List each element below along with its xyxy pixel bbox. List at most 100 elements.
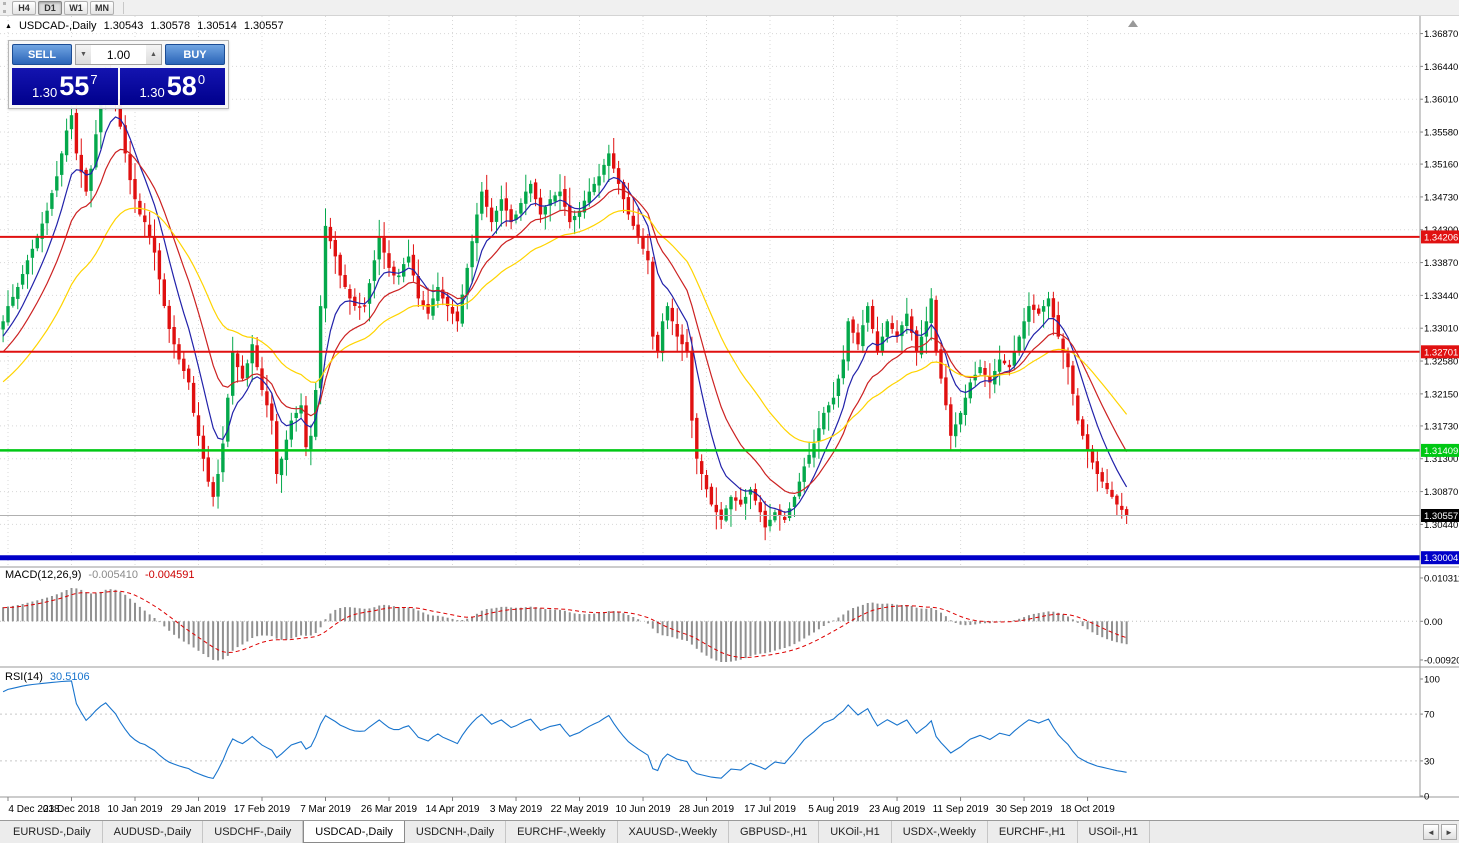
svg-text:1.30004: 1.30004 [1424, 553, 1458, 564]
chart-shift-marker-icon[interactable] [1128, 20, 1138, 27]
svg-text:0.010311: 0.010311 [1424, 573, 1459, 584]
period-button-mn[interactable]: MN [90, 0, 114, 15]
tab-scroll-arrows: ◄ ► [1423, 824, 1457, 840]
current-price-tag: 1.30557 [1421, 509, 1459, 522]
svg-text:1.35160: 1.35160 [1424, 160, 1458, 171]
svg-text:28 Jun 2019: 28 Jun 2019 [679, 804, 734, 815]
rsi-label: RSI(14) [5, 671, 43, 683]
period-button-w1[interactable]: W1 [64, 0, 88, 15]
chart-tab-usoil-h1[interactable]: USOil-,H1 [1078, 821, 1151, 843]
svg-text:1.35580: 1.35580 [1424, 128, 1458, 139]
svg-text:100: 100 [1424, 675, 1440, 686]
svg-text:1.31409: 1.31409 [1424, 446, 1458, 457]
period-button-d1[interactable]: D1 [38, 0, 62, 15]
chart-tab-gbpusd-h1[interactable]: GBPUSD-,H1 [729, 821, 820, 843]
volume-down-button[interactable]: ▼ [76, 45, 91, 64]
chart-tabs-bar: EURUSD-,Daily AUDUSD-,Daily USDCHF-,Daily U… [0, 820, 1459, 843]
svg-text:1.36870: 1.36870 [1424, 29, 1458, 40]
chart-tab-xauusd-weekly[interactable]: XAUUSD-,Weekly [618, 821, 729, 843]
svg-text:1.33870: 1.33870 [1424, 258, 1458, 269]
svg-text:1.32580: 1.32580 [1424, 357, 1458, 368]
grid [0, 16, 1420, 566]
rsi-value: 30.5106 [50, 671, 90, 683]
chart-tab-usdcnh-daily[interactable]: USDCNH-,Daily [405, 821, 507, 843]
price-chart[interactable]: 1.36870 1.36440 1.36010 1.35580 1.35160 1.347… [0, 16, 1459, 820]
svg-text:1.32701: 1.32701 [1424, 347, 1458, 358]
svg-text:17 Jul 2019: 17 Jul 2019 [744, 804, 796, 815]
svg-text:17 Feb 2019: 17 Feb 2019 [234, 804, 291, 815]
svg-text:4 Dec 2018: 4 Dec 2018 [8, 804, 60, 815]
bid-prefix: 1.30 [31, 85, 58, 100]
svg-text:18 Oct 2019: 18 Oct 2019 [1060, 804, 1115, 815]
svg-text:70: 70 [1424, 710, 1435, 721]
chart-tab-usdchf-daily[interactable]: USDCHF-,Daily [203, 821, 304, 843]
price-axis[interactable]: 1.36870 1.36440 1.36010 1.35580 1.35160 1.347… [1420, 29, 1459, 803]
tab-scroll-right-icon[interactable]: ► [1441, 824, 1457, 840]
svg-text:5 Aug 2019: 5 Aug 2019 [808, 804, 859, 815]
bid-big-digits: 55 [59, 71, 90, 101]
chart-tabs: EURUSD-,Daily AUDUSD-,Daily USDCHF-,Daily U… [0, 821, 1459, 843]
toolbar-separator [123, 1, 124, 14]
chart-tab-eurusd-daily[interactable]: EURUSD-,Daily [2, 821, 103, 843]
svg-text:10 Jun 2019: 10 Jun 2019 [616, 804, 671, 815]
svg-text:-0.00920: -0.00920 [1424, 655, 1459, 666]
ohlc-close: 1.30557 [243, 20, 284, 32]
volume-up-button[interactable]: ▲ [146, 45, 161, 64]
chart-symbol-period: USDCAD-,Daily [18, 20, 97, 32]
chart-tab-ukoil-h1[interactable]: UKOil-,H1 [819, 821, 892, 843]
period-toolbar: H4 D1 W1 MN [0, 0, 1459, 16]
chart-area[interactable]: 1.36870 1.36440 1.36010 1.35580 1.35160 1.347… [0, 16, 1459, 820]
svg-text:0: 0 [1424, 792, 1429, 803]
chart-tab-eurchf-weekly[interactable]: EURCHF-,Weekly [506, 821, 618, 843]
moving-average-16 [2, 148, 1128, 495]
svg-text:1.31300: 1.31300 [1424, 454, 1458, 465]
svg-text:1.33440: 1.33440 [1424, 291, 1458, 302]
ask-pipette: 0 [197, 72, 206, 87]
tab-scroll-left-icon[interactable]: ◄ [1423, 824, 1439, 840]
price-tag-1.32701: 1.32701 [1421, 345, 1459, 358]
toolbar-grip[interactable] [3, 2, 6, 13]
macd-main-value: -0.005410 [88, 569, 138, 581]
svg-text:14 Apr 2019: 14 Apr 2019 [426, 804, 480, 815]
svg-text:1.34206: 1.34206 [1424, 232, 1458, 243]
period-button-h4[interactable]: H4 [12, 0, 36, 15]
chart-tab-eurchf-h1[interactable]: EURCHF-,H1 [988, 821, 1078, 843]
svg-text:1.31730: 1.31730 [1424, 421, 1458, 432]
svg-text:0.00: 0.00 [1424, 617, 1443, 628]
price-tag-1.34206: 1.34206 [1421, 230, 1459, 243]
bid-pipette: 7 [90, 72, 98, 87]
macd-histogram [2, 588, 1128, 662]
svg-text:1.32150: 1.32150 [1424, 389, 1458, 400]
chart-tab-audusd-daily[interactable]: AUDUSD-,Daily [103, 821, 204, 843]
ask-price-display[interactable]: 1.30 58 0 [119, 68, 225, 105]
ohlc-high: 1.30578 [150, 20, 191, 32]
price-tag-1.31409: 1.31409 [1421, 443, 1459, 457]
svg-text:1.36010: 1.36010 [1424, 95, 1458, 106]
buy-button[interactable]: BUY [165, 44, 225, 65]
svg-text:1.34730: 1.34730 [1424, 192, 1458, 203]
chart-tab-usdx-weekly[interactable]: USDX-,Weekly [892, 821, 988, 843]
period-buttons: H4 D1 W1 MN [12, 0, 116, 15]
volume-spinner[interactable]: ▼ ▲ [75, 44, 162, 65]
svg-text:23 Aug 2019: 23 Aug 2019 [869, 804, 926, 815]
rsi-line [2, 680, 1127, 780]
ohlc-open: 1.30543 [103, 20, 144, 32]
moving-average-34 [2, 207, 1128, 443]
chart-tab-usdcad-daily[interactable]: USDCAD-,Daily [303, 821, 405, 843]
svg-text:1.33010: 1.33010 [1424, 324, 1458, 335]
candles-layer [1, 54, 1129, 541]
bid-price-display[interactable]: 1.30 55 7 [12, 68, 118, 105]
price-tag-1.30004: 1.30004 [1421, 551, 1459, 565]
sell-button[interactable]: SELL [12, 44, 72, 65]
svg-text:1.30870: 1.30870 [1424, 487, 1458, 498]
macd-signal-line [3, 590, 1127, 659]
svg-text:29 Jan 2019: 29 Jan 2019 [171, 804, 226, 815]
svg-text:30 Sep 2019: 30 Sep 2019 [996, 804, 1053, 815]
svg-text:3 May 2019: 3 May 2019 [490, 804, 543, 815]
collapse-arrow-icon[interactable]: ▲ [5, 22, 12, 30]
svg-text:MACD(12,26,9)-0.005410-0.00459: MACD(12,26,9) -0.005410 -0.004591 [5, 569, 195, 581]
volume-input[interactable] [91, 45, 146, 64]
